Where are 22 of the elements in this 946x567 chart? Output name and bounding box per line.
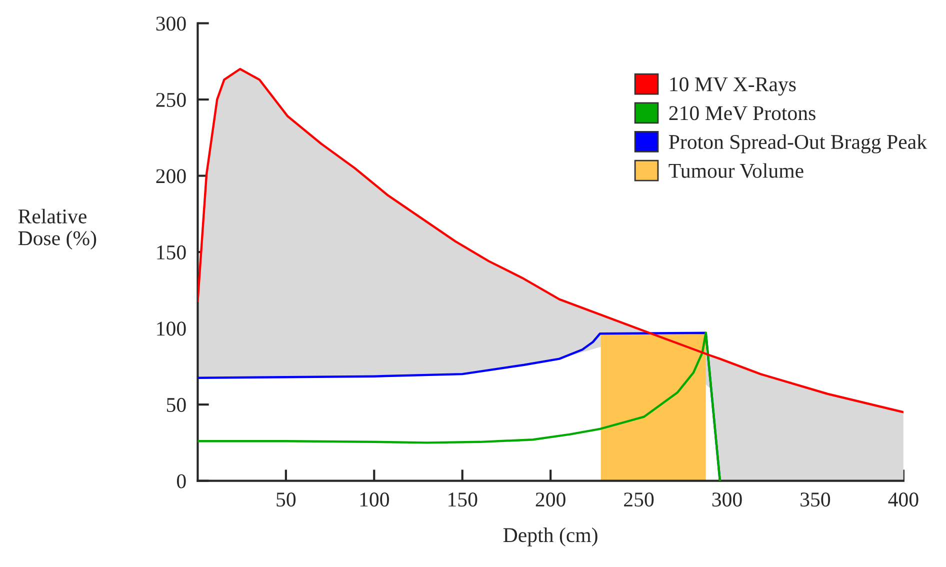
x-tick-label: 250 [624,492,654,507]
x-tick-label: 50 [276,492,296,507]
y-tick-label: 200 [156,169,186,184]
x-tick-label: 200 [536,492,566,507]
x-axis-title: Depth (cm) [503,527,598,546]
x-tick-label: 400 [888,492,918,507]
x-tick-label: 100 [360,492,389,507]
y-tick-label: 250 [156,92,186,107]
x-tick-label: 300 [712,492,742,507]
y-tick-label: 300 [156,16,186,31]
y-tick-label: 100 [157,322,186,336]
x-tick-label: 350 [800,492,830,507]
y-tick-label: 0 [176,474,186,488]
line-series [198,332,722,481]
legend-label: 210 MeV Protons [669,106,816,120]
legend-label: Tumour Volume [668,163,804,178]
y-tick-label: 50 [166,398,186,412]
x-tick-label: 150 [448,492,478,507]
y-tick-label: 150 [157,245,186,260]
legend-label: Proton Spread-Out Bragg Peak [668,134,928,154]
y-axis-title: Relative Dose (%) [18,208,96,250]
legend-label: 10 MV X-Rays [670,77,796,96]
